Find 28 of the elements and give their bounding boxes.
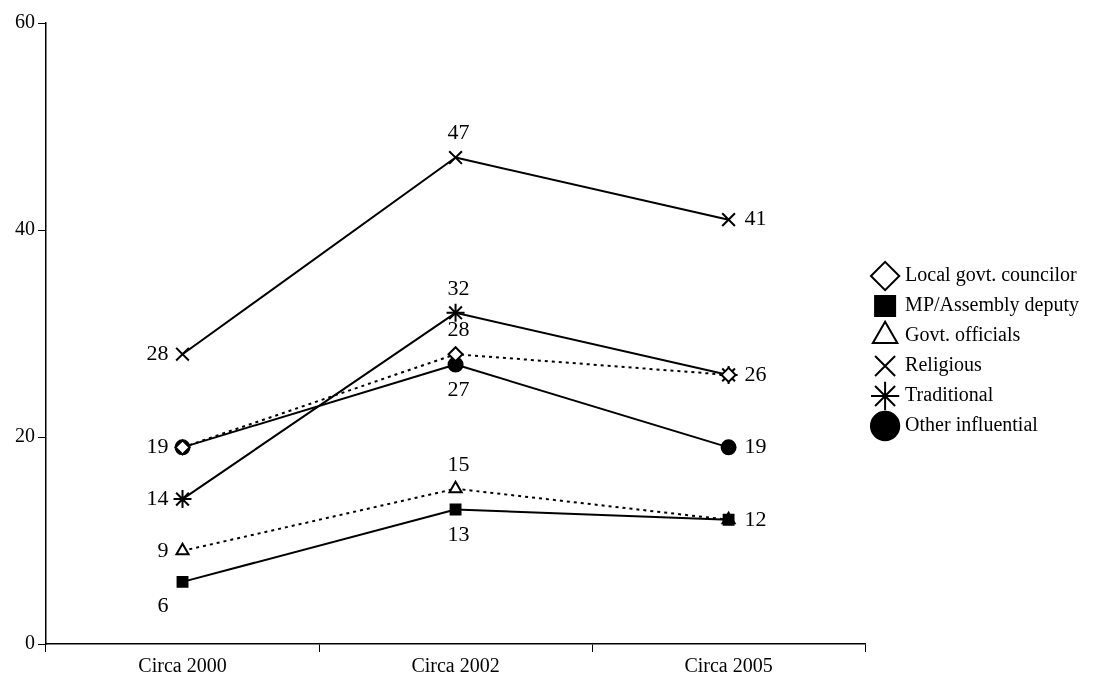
legend-label: MP/Assembly deputy — [905, 293, 1080, 317]
data-label: 13 — [447, 521, 470, 547]
data-label: 28 — [146, 339, 169, 365]
x-tick-label: Circa 2002 — [411, 654, 500, 677]
y-tick-label: 60 — [15, 10, 35, 33]
y-tick-label: 0 — [25, 631, 35, 654]
data-label: 32 — [447, 274, 470, 300]
data-label: 28 — [447, 315, 470, 341]
legend-label: Govt. officials — [905, 323, 1021, 346]
y-tick-label: 20 — [15, 424, 35, 447]
legend-label: Religious — [905, 353, 982, 377]
x-tick-label: Circa 2005 — [684, 654, 773, 677]
data-label: 9 — [157, 536, 169, 562]
data-label: 19 — [146, 433, 169, 459]
data-label: 6 — [157, 591, 169, 617]
data-label: 41 — [744, 205, 767, 231]
data-label: 12 — [744, 505, 767, 531]
data-label: 15 — [447, 450, 470, 476]
x-tick-label: Circa 2000 — [138, 654, 227, 677]
data-label: 26 — [744, 360, 767, 386]
data-label: 27 — [447, 376, 470, 402]
data-label: 47 — [447, 119, 470, 145]
data-label: 14 — [146, 484, 169, 510]
legend-label: Local govt. councilor — [905, 263, 1078, 287]
y-tick-label: 40 — [15, 217, 35, 240]
legend-label: Other influential — [905, 413, 1039, 436]
legend-label: Traditional — [905, 383, 994, 406]
data-label: 19 — [744, 433, 767, 459]
